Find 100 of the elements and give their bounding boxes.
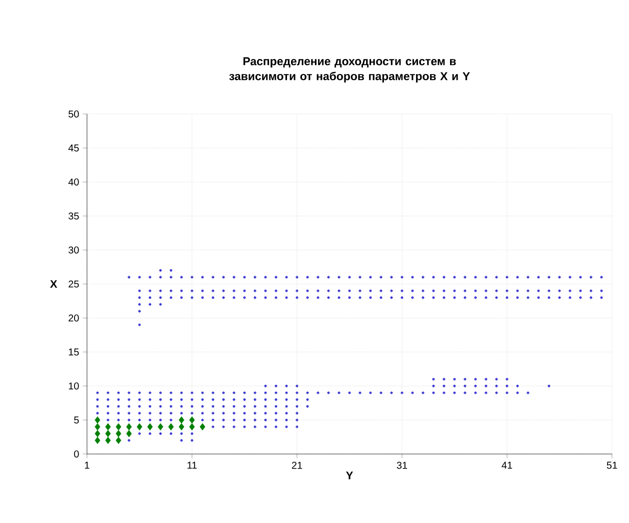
point (116, 423, 122, 430)
point (232, 426, 236, 428)
point (170, 412, 172, 414)
point (432, 392, 435, 394)
point (484, 392, 488, 394)
point (138, 405, 141, 408)
point (484, 384, 488, 388)
point (579, 296, 582, 299)
point (506, 296, 508, 299)
point (212, 405, 214, 408)
point (442, 276, 446, 278)
point (390, 296, 393, 299)
point (285, 405, 288, 408)
point (212, 398, 214, 401)
point (516, 296, 519, 299)
point (170, 418, 172, 422)
point (128, 412, 130, 414)
point (285, 290, 288, 292)
point (579, 290, 582, 292)
point (254, 426, 256, 428)
point (432, 296, 435, 299)
point (232, 290, 236, 292)
point (400, 276, 404, 278)
point (180, 439, 183, 442)
point (264, 405, 267, 408)
point (474, 296, 477, 299)
point (212, 418, 214, 422)
point (474, 378, 477, 380)
point (159, 303, 162, 306)
point (201, 276, 204, 278)
point (442, 296, 446, 299)
point (159, 412, 162, 414)
point (254, 276, 256, 278)
point (138, 412, 141, 414)
point (306, 290, 309, 292)
point (159, 432, 162, 435)
point (128, 392, 130, 394)
point (390, 290, 393, 292)
point (400, 392, 404, 394)
point (232, 392, 236, 394)
point (158, 423, 164, 430)
y-tick-label: 45 (68, 144, 79, 152)
point (369, 276, 372, 278)
point (338, 392, 340, 394)
point (105, 430, 111, 438)
point (358, 290, 362, 292)
point (296, 418, 298, 422)
point (600, 290, 603, 292)
point (138, 324, 141, 326)
point (96, 405, 99, 408)
point (296, 412, 298, 414)
point (106, 405, 110, 408)
point (170, 392, 172, 394)
point (453, 392, 456, 394)
point (568, 296, 572, 299)
point (126, 430, 132, 438)
point (411, 276, 414, 278)
point (222, 405, 225, 408)
point (180, 290, 183, 292)
point (190, 398, 194, 401)
point (432, 290, 435, 292)
point (180, 412, 183, 414)
point (285, 384, 288, 388)
point (495, 378, 498, 380)
point (190, 392, 194, 394)
point (159, 418, 162, 422)
point (274, 392, 278, 394)
point (190, 290, 194, 292)
point (285, 296, 288, 299)
point (285, 426, 288, 428)
point (548, 296, 550, 299)
point (106, 398, 110, 401)
point (222, 426, 225, 428)
point (274, 276, 278, 278)
point (464, 378, 466, 380)
point (526, 296, 530, 299)
point (442, 384, 446, 388)
point (506, 276, 508, 278)
point (327, 276, 330, 278)
point (442, 392, 446, 394)
point (474, 384, 477, 388)
point (222, 392, 225, 394)
x-tick-label: 1 (84, 462, 90, 469)
point (105, 423, 111, 430)
y-tick-label: 20 (68, 314, 79, 322)
point (126, 423, 132, 430)
point (506, 392, 508, 394)
point (222, 398, 225, 401)
point (422, 296, 424, 299)
point (106, 392, 110, 394)
point (600, 276, 603, 278)
point (296, 276, 298, 278)
point (348, 290, 351, 292)
point (116, 436, 122, 444)
point (232, 405, 236, 408)
point (285, 398, 288, 401)
point (548, 384, 550, 388)
point (264, 290, 267, 292)
y-tick-label: 0 (74, 450, 79, 458)
point (296, 405, 298, 408)
